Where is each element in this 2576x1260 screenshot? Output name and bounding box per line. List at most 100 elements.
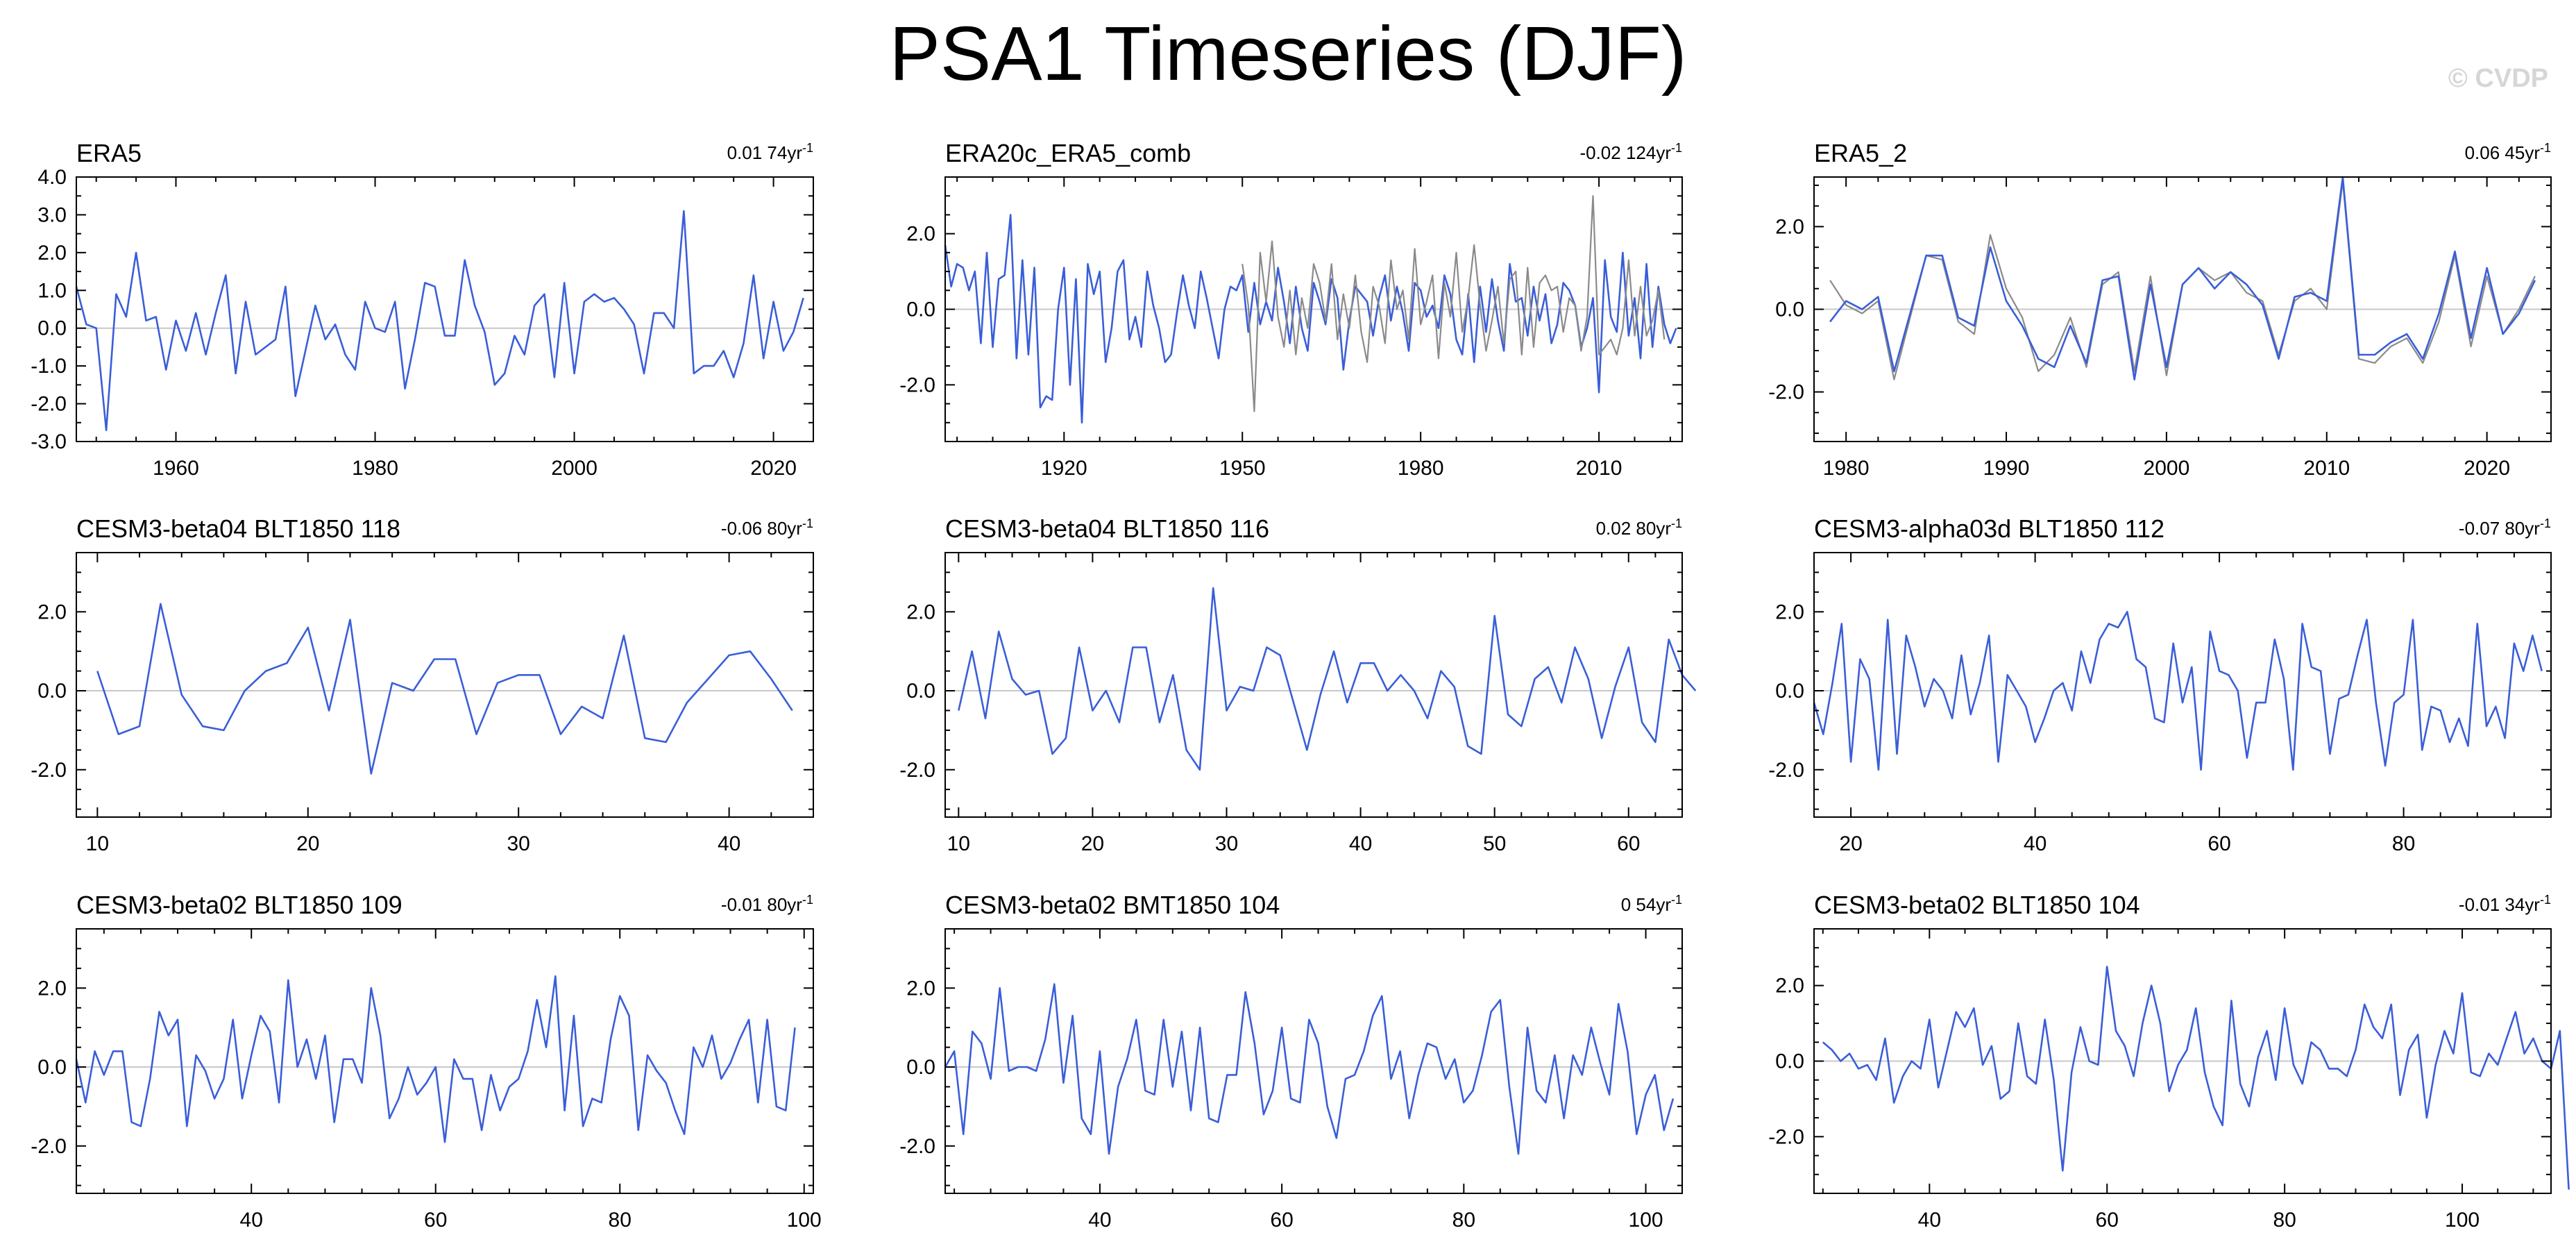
trend-label: -0.07 80yr-1 [2459,516,2551,539]
x-tick-label: 2010 [1576,457,1622,480]
x-tick-label: 20 [1081,832,1104,855]
trend-label: 0.01 74yr-1 [727,141,813,163]
plot-frame [944,928,1683,1194]
x-tick-label: 20 [1839,832,1862,855]
plot-frame [944,552,1683,818]
x-tick-label: 80 [1452,1209,1475,1232]
y-tick-label: 4.0 [37,166,67,189]
panel-5: CESM3-beta04 BLT1850 116 0.02 80yr-1 10 20 3… [899,514,1697,855]
x-tick-label: 2000 [2144,457,2190,480]
panel-title: ERA5_2 [1814,139,1907,167]
trend-value: 0.01 74yr [727,142,803,163]
x-tick-label: 40 [1088,1209,1111,1232]
trend-value: -0.02 124yr [1579,142,1671,163]
watermark: © CVDP [2448,64,2548,93]
plot-frame [76,552,814,818]
series-line-1 [75,210,804,432]
y-tick-label: 2.0 [37,977,67,1000]
y-tick-label: -2.0 [31,759,67,782]
series-line-1 [944,983,1675,1155]
x-tick-label: 2010 [2303,457,2350,480]
trend-value: 0.06 45yr [2465,142,2541,163]
trend-label: -0.01 34yr-1 [2459,893,2551,915]
panel-title: CESM3-beta02 BLT1850 109 [76,891,402,919]
trend-unit-sup: -1 [802,141,813,155]
x-tick-label: 80 [2392,832,2415,855]
x-tick-label: 30 [507,832,530,855]
series-line-1 [1829,180,2536,380]
x-tick-label: 1980 [1398,457,1444,480]
x-tick-label: 10 [86,832,109,855]
y-tick-label: 1.0 [37,279,67,302]
y-tick-label: 3.0 [37,203,67,226]
y-tick-label: -1.0 [31,355,67,378]
x-tick-label: 60 [1270,1209,1293,1232]
y-tick-label: 0.0 [1775,1050,1804,1073]
series-line-1 [75,975,796,1143]
y-tick-label: 0.0 [37,317,67,340]
panel-1: ERA5 0.01 74yr-1 1960 1980 2000 2020 4.0 3.0 2.0… [31,139,814,480]
series-line-1 [944,214,1677,424]
x-tick-label: 100 [2445,1209,2480,1232]
panel-title: ERA5 [76,139,142,167]
trend-value: -0.06 80yr [721,518,802,539]
plot-frame [76,176,814,442]
panel-2: ERA20c_ERA5_comb -0.02 124yr-1 1920 1950 198… [899,139,1683,480]
trend-unit-sup: -1 [2540,893,2551,907]
x-tick-label: 10 [947,832,970,855]
trend-value: 0.02 80yr [1596,518,1672,539]
x-tick-label: 40 [1918,1209,1941,1232]
y-tick-label: 0.0 [37,680,67,703]
trend-value: -0.07 80yr [2459,518,2540,539]
x-tick-label: 1950 [1219,457,1266,480]
y-tick-label: -2.0 [1768,381,1804,404]
x-tick-label: 2000 [551,457,598,480]
trend-value: 0 54yr [1621,894,1672,915]
trend-label: 0 54yr-1 [1621,893,1682,915]
panel-8: CESM3-beta02 BMT1850 104 0 54yr-1 40 60 80 10… [899,891,1683,1232]
y-tick-label: 2.0 [906,977,935,1000]
x-tick-label: 1990 [1983,457,2030,480]
y-tick-label: 2.0 [37,600,67,623]
panel-6: CESM3-alpha03d BLT1850 112 -0.07 80yr-1 20… [1768,514,2552,855]
trend-unit-sup: -1 [1671,141,1682,155]
series-line-1 [958,587,1697,771]
panel-7: CESM3-beta02 BLT1850 109 -0.01 80yr-1 40 60… [31,891,821,1232]
series-line-1 [1813,610,2543,771]
series-line-2 [1829,176,2536,381]
trend-value: -0.01 80yr [721,894,802,915]
x-tick-label: 60 [1617,832,1640,855]
trend-unit-sup: -1 [802,893,813,907]
y-tick-label: 2.0 [906,223,935,246]
trend-label: -0.06 80yr-1 [721,516,813,539]
panel-title: CESM3-beta02 BMT1850 104 [945,891,1280,919]
plot-frame [1813,552,2552,818]
y-tick-label: -3.0 [31,430,67,453]
y-tick-label: -2.0 [899,1135,935,1158]
trend-unit-sup: -1 [1671,516,1682,530]
x-tick-label: 80 [609,1209,632,1232]
x-tick-label: 60 [2096,1209,2119,1232]
y-tick-label: 2.0 [37,242,67,264]
trend-unit-sup: -1 [2540,516,2551,530]
y-tick-label: -2.0 [1768,759,1804,782]
trend-label: 0.02 80yr-1 [1596,516,1682,539]
x-tick-label: 30 [1215,832,1238,855]
x-tick-label: 40 [240,1209,263,1232]
x-tick-label: 60 [424,1209,447,1232]
x-tick-label: 1960 [153,457,199,480]
y-tick-label: 0.0 [1775,299,1804,321]
y-tick-label: 0.0 [906,1056,935,1079]
panel-title: CESM3-beta04 BLT1850 116 [945,514,1269,543]
series-line-1 [96,603,793,775]
x-tick-label: 60 [2208,832,2230,855]
y-tick-label: 0.0 [906,299,935,321]
trend-unit-sup: -1 [802,516,813,530]
y-tick-label: 0.0 [37,1056,67,1079]
x-tick-label: 40 [1349,832,1372,855]
x-tick-label: 2020 [750,457,797,480]
x-tick-label: 80 [2273,1209,2296,1232]
y-tick-label: -2.0 [899,759,935,782]
panel-9: CESM3-beta02 BLT1850 104 -0.01 34yr-1 40 60… [1768,891,2570,1232]
